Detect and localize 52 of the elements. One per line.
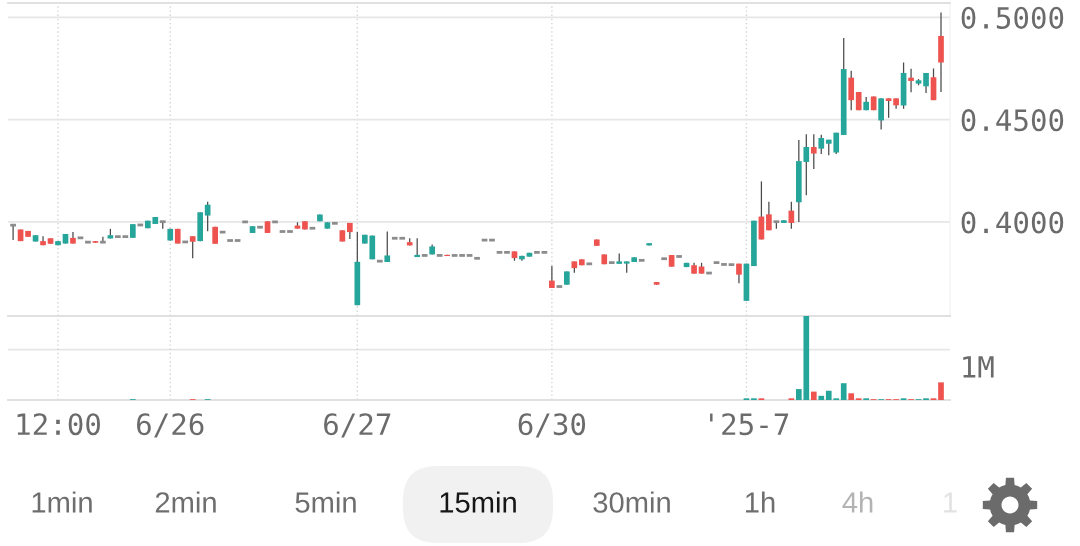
candlestick	[788, 201, 795, 230]
candlestick	[712, 261, 721, 264]
x-tick-label: 12:00	[17, 413, 101, 436]
candlestick	[40, 235, 46, 246]
ref-line-label: 1M	[963, 356, 994, 378]
candlestick	[218, 230, 227, 234]
text: 1min	[32, 491, 92, 513]
bar	[848, 393, 855, 400]
candlestick	[435, 254, 444, 257]
candlestick	[189, 235, 196, 259]
text: 4h	[842, 491, 873, 513]
text: 30min	[593, 491, 670, 513]
candlestick	[121, 235, 130, 239]
candlestick	[549, 265, 555, 289]
x-tick-label: 6/30	[518, 413, 586, 438]
bar	[938, 382, 944, 400]
candlestick	[76, 236, 85, 240]
candlestick	[450, 254, 459, 257]
candlestick	[727, 263, 736, 267]
y-tick-label: 0.4500	[961, 109, 1064, 132]
text: 1h	[746, 491, 775, 513]
text: 5min	[295, 491, 356, 513]
candlestick	[420, 254, 429, 257]
candlestick	[810, 133, 817, 170]
bar	[840, 383, 847, 400]
x-tick-label: 6/26	[137, 413, 204, 438]
candlestick	[848, 70, 855, 111]
y-tick-label: 0.5000	[961, 6, 1064, 29]
candlestick	[495, 250, 504, 254]
candlestick	[908, 68, 914, 93]
candlestick	[308, 226, 317, 230]
candlestick	[278, 230, 287, 233]
candlestick	[465, 254, 474, 257]
bar	[818, 395, 825, 400]
candlestick	[878, 97, 884, 131]
candlestick	[885, 97, 892, 119]
candlestick	[204, 201, 211, 232]
candlestick	[818, 134, 825, 155]
candlestick	[607, 261, 616, 264]
y-tick-label: 0.4000	[961, 211, 1064, 234]
candlestick	[384, 230, 391, 263]
x-tick-label: 6/27	[324, 413, 391, 438]
candlestick	[233, 239, 242, 242]
candlestick	[555, 285, 564, 288]
bar	[810, 391, 817, 400]
text: 2min	[155, 491, 216, 513]
x-tick-label: '25-7	[710, 413, 789, 436]
candlestick	[637, 258, 646, 262]
candlestick	[585, 262, 594, 266]
text: 15min	[440, 491, 516, 513]
candlestick	[540, 250, 549, 254]
candlestick	[766, 201, 772, 231]
